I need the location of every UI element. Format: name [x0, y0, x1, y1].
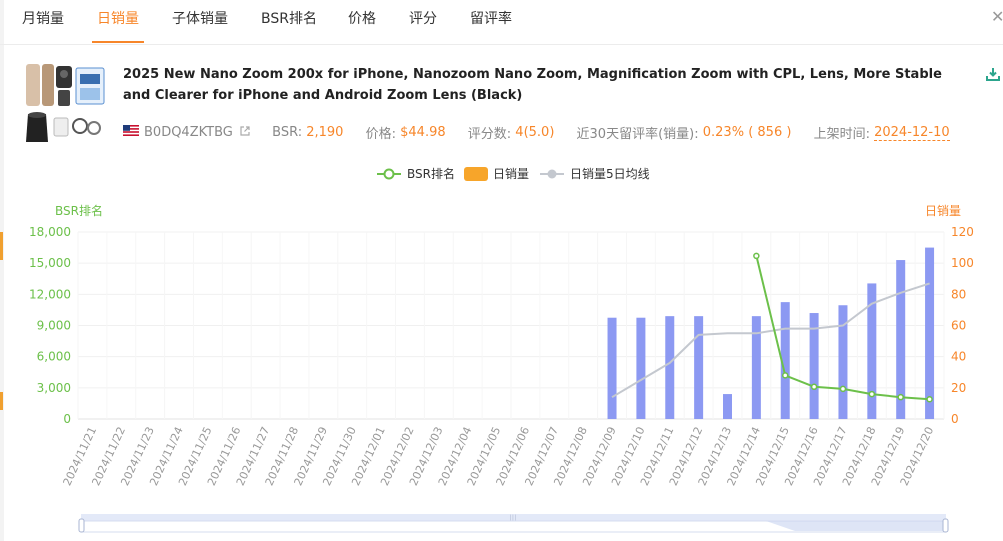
- bar[interactable]: [636, 317, 646, 419]
- external-link-icon[interactable]: [240, 125, 254, 140]
- download-icon[interactable]: [986, 66, 1000, 85]
- data-zoom-slider[interactable]: |||: [78, 514, 949, 533]
- left-edge-mark: [0, 392, 3, 410]
- asin-value[interactable]: B0DQ4ZKTBG: [144, 125, 233, 140]
- y-tick-label-left: 18,000: [29, 225, 71, 239]
- legend-label-bsr: BSR排名: [407, 166, 455, 181]
- y-axis-title-right: 日销量: [925, 204, 961, 218]
- legend: BSR排名 日销量 日销量5日均线: [377, 166, 650, 181]
- ma5-line-path: [611, 282, 930, 399]
- legend-item-daily-sales[interactable]: 日销量: [464, 167, 529, 181]
- legend-item-ma5[interactable]: 日销量5日均线: [540, 167, 650, 181]
- rating-label: 评分数:: [467, 127, 512, 142]
- y-tick-label-left: 15,000: [29, 256, 71, 270]
- listed-date-value: 2024-12-10: [874, 125, 950, 141]
- product-title[interactable]: 2025 New Nano Zoom 200x for iPhone, Nano…: [123, 67, 942, 103]
- legend-label-daily-sales: 日销量: [493, 167, 529, 181]
- bar[interactable]: [694, 316, 704, 419]
- tab-daily-sales[interactable]: 日销量: [97, 11, 139, 27]
- bar[interactable]: [723, 394, 732, 419]
- tab-variant-sales[interactable]: 子体销量: [172, 11, 228, 27]
- review-rate-value: 0.23%: [702, 125, 745, 140]
- bsr-point[interactable]: [839, 385, 847, 393]
- review-rate-label: 近30天留评率(销量):: [576, 127, 699, 142]
- listed-date-label: 上架时间:: [813, 127, 870, 142]
- zoom-grip-icon: |||: [509, 514, 516, 522]
- bar[interactable]: [665, 316, 675, 419]
- review-rate-count: ( 856 ): [748, 125, 792, 140]
- close-icon[interactable]: ✕: [991, 7, 1003, 26]
- us-flag-icon: [123, 125, 139, 140]
- y-tick-label-left: 3,000: [37, 381, 71, 395]
- bar[interactable]: [925, 247, 935, 419]
- tab-monthly-sales[interactable]: 月销量: [22, 11, 64, 27]
- y-tick-label-left: 6,000: [37, 350, 71, 364]
- product-thumbnail[interactable]: [24, 62, 108, 144]
- bar[interactable]: [751, 316, 761, 419]
- bsr-point[interactable]: [810, 383, 818, 391]
- left-edge-mark: [0, 232, 3, 260]
- y-tick-label-right: 20: [951, 381, 966, 395]
- y-tick-label-left: 12,000: [29, 287, 71, 301]
- y-tick-label-right: 100: [951, 256, 974, 270]
- bar[interactable]: [867, 283, 877, 419]
- y-tick-label-left: 0: [63, 412, 71, 426]
- product-meta: B0DQ4ZKTBG BSR: 2,190 价格: $44.98 评分数: 4(…: [123, 123, 950, 143]
- x-axis: 2024/11/212024/11/222024/11/232024/11/24…: [61, 425, 937, 488]
- bsr-label: BSR:: [272, 125, 303, 140]
- ma5-line: [611, 282, 930, 399]
- bsr-point[interactable]: [897, 393, 904, 401]
- tab-bsr-rank[interactable]: BSR排名: [261, 11, 317, 27]
- y-axis-right: 0 20 40 60 80 100 120: [951, 225, 974, 426]
- y-tick-label-right: 0: [951, 412, 959, 426]
- price-value: $44.98: [400, 125, 446, 140]
- legend-label-ma5: 日销量5日均线: [570, 167, 650, 181]
- bar[interactable]: [607, 317, 617, 419]
- y-tick-label-right: 120: [951, 225, 974, 239]
- bar[interactable]: [809, 313, 819, 419]
- zoom-handle-left[interactable]: [78, 518, 85, 533]
- tab-review-rate[interactable]: 留评率: [470, 11, 512, 27]
- y-tick-label-right: 80: [951, 287, 966, 301]
- zoom-handle-right[interactable]: [942, 518, 949, 533]
- y-tick-label-left: 9,000: [37, 319, 71, 333]
- tab-bar: 月销量 日销量 子体销量 BSR排名 价格 评分 留评率 ✕: [0, 0, 1003, 45]
- zoom-preview-area: [766, 521, 946, 531]
- y-tick-label-right: 60: [951, 319, 966, 333]
- price-label: 价格:: [365, 127, 396, 142]
- bar[interactable]: [896, 260, 906, 419]
- bsr-line: [753, 252, 933, 403]
- grid: [77, 231, 945, 420]
- tab-rating[interactable]: 评分: [409, 11, 437, 27]
- y-axis-title-left: BSR排名: [55, 203, 103, 218]
- tab-price[interactable]: 价格: [348, 11, 376, 27]
- bsr-point[interactable]: [781, 372, 789, 379]
- y-tick-label-right: 40: [951, 350, 966, 364]
- active-tab-indicator: [92, 41, 144, 43]
- left-edge-strip: [0, 0, 4, 541]
- y-axis-left: 0 3,000 6,000 9,000 12,000 15,000 18,000: [29, 225, 71, 426]
- bsr-point[interactable]: [753, 252, 760, 260]
- rating-value: 4(5.0): [515, 125, 555, 140]
- bsr-point[interactable]: [926, 396, 933, 403]
- bsr-value: 2,190: [306, 125, 344, 140]
- bar[interactable]: [780, 302, 790, 419]
- daily-sales-bars: [607, 247, 935, 419]
- zoom-handle-bar[interactable]: [81, 514, 946, 521]
- bar[interactable]: [838, 305, 848, 419]
- legend-item-bsr[interactable]: BSR排名: [377, 166, 455, 181]
- bsr-point[interactable]: [868, 390, 876, 398]
